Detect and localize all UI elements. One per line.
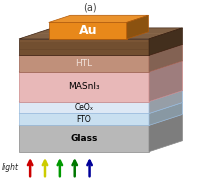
Polygon shape	[19, 125, 149, 152]
Polygon shape	[19, 61, 182, 72]
Polygon shape	[19, 114, 182, 125]
Polygon shape	[19, 39, 149, 55]
Polygon shape	[19, 102, 149, 113]
Text: Au: Au	[78, 24, 97, 37]
Text: MASnI₃: MASnI₃	[68, 82, 100, 91]
Polygon shape	[127, 15, 148, 39]
Polygon shape	[19, 44, 182, 55]
Text: CeOₓ: CeOₓ	[74, 103, 94, 112]
Polygon shape	[19, 91, 182, 102]
Polygon shape	[19, 72, 149, 102]
Text: Glass: Glass	[70, 134, 98, 143]
Text: FTO: FTO	[77, 115, 91, 124]
Polygon shape	[149, 61, 182, 102]
Polygon shape	[49, 15, 148, 22]
Polygon shape	[149, 28, 182, 55]
Polygon shape	[19, 55, 149, 72]
Polygon shape	[19, 102, 182, 113]
Polygon shape	[149, 102, 182, 125]
Polygon shape	[149, 114, 182, 152]
Polygon shape	[149, 44, 182, 72]
Text: light: light	[2, 163, 19, 172]
Polygon shape	[19, 28, 182, 39]
Text: (a): (a)	[83, 3, 96, 13]
Text: HTL: HTL	[75, 59, 92, 68]
Polygon shape	[49, 22, 127, 39]
Polygon shape	[19, 113, 149, 125]
Polygon shape	[149, 91, 182, 113]
